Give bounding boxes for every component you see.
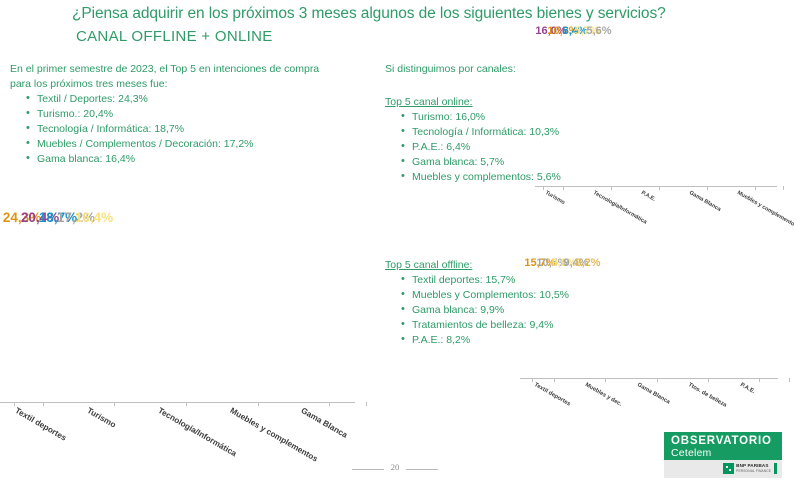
- axis-tick: [707, 186, 708, 190]
- axis-tick: [755, 186, 756, 190]
- left-summary-paragraph: En el primer semestre de 2023, el Top 5 …: [10, 63, 320, 90]
- axis-category-label: Gama Blanca: [635, 382, 671, 406]
- bar-value-label: 16,0%: [535, 25, 567, 37]
- page-subtitle: CANAL OFFLINE + ONLINE: [76, 28, 273, 45]
- bnp-star-icon: [723, 463, 735, 474]
- list-item: P.A.E.: 6,4%: [401, 139, 585, 155]
- online-top5-heading: Top 5 canal online:: [385, 96, 473, 108]
- list-item: Gama blanca: 9,9%: [401, 302, 585, 318]
- online-top5-list: Turismo: 16,0% Tecnología / Informática:…: [385, 109, 585, 185]
- bar-value-label: 18,7%: [38, 210, 78, 225]
- list-item: Textil deportes: 15,7%: [401, 272, 585, 288]
- list-item: P.A.E.: 8,2%: [401, 332, 585, 348]
- bar-value-label: 24,3%: [2, 210, 42, 225]
- axis-tick: [42, 402, 44, 406]
- page-title: ¿Piensa adquirir en los próximos 3 meses…: [72, 5, 666, 22]
- axis-category-label: Turismo: [544, 190, 566, 207]
- axis-category-label: P.A.E.: [738, 382, 756, 396]
- axis-end-tick: [543, 186, 544, 190]
- list-item: Tratamientos de belleza: 9,4%: [401, 317, 585, 333]
- axis-end-tick: [14, 402, 15, 406]
- axis-tick: [611, 186, 612, 190]
- page-number: 20: [390, 462, 400, 472]
- page-rule-right: [406, 469, 438, 470]
- bar-value-label: 17,2%: [56, 210, 96, 225]
- axis-tick: [186, 402, 187, 406]
- bnp-wordmark: BNP PARIBAS PERSONAL FINANCE: [736, 463, 771, 474]
- axis-tick: [759, 378, 761, 382]
- logo-brand: Cetelem: [671, 447, 712, 459]
- channels-intro-block: Si distinguimos por canales:: [385, 62, 580, 77]
- offline-top5-block: Top 5 canal offline: Textil deportes: 15…: [385, 258, 585, 348]
- axis-category-label: Ttos. de belleza: [687, 382, 728, 409]
- axis-end-tick: [783, 186, 784, 190]
- left-summary-block: En el primer semestre de 2023, el Top 5 …: [10, 62, 340, 167]
- observatorio-cetelem-logo: OBSERVATORIO Cetelem BNP PARIBAS PERSONA…: [664, 432, 782, 478]
- axis-end-tick: [532, 378, 533, 382]
- list-item: Turismo: 16,0%: [401, 109, 585, 125]
- axis-tick: [114, 402, 116, 406]
- list-item: Turismo.: 20,4%: [26, 106, 340, 122]
- logo-green-band: OBSERVATORIO Cetelem: [664, 432, 782, 460]
- bnp-bar-icon: [774, 463, 777, 474]
- axis-end-tick: [789, 378, 790, 382]
- axis-tick: [656, 378, 658, 382]
- offline-top5-heading: Top 5 canal offline:: [385, 259, 473, 271]
- axis-tick: [329, 402, 331, 406]
- bar-value-label: 9,9%: [551, 257, 577, 269]
- chart-offline-online: 24,3% 20,4% 18,7% 17,2% 16,4% Textil deporte…: [0, 190, 375, 464]
- list-item: Muebles y complementos: 5,6%: [401, 169, 585, 185]
- bar-group: 24,3% 20,4% 18,7% 17,2% 16,4%: [3, 210, 362, 440]
- axis-line: [0, 402, 355, 403]
- bar-value-label: 5,7%: [574, 25, 600, 37]
- channels-intro-paragraph: Si distinguimos por canales:: [385, 63, 516, 75]
- chart-online-top5: 16,0% 10,3% 6,4% 5,7% 5,6% Turismo Tecnología…: [535, 25, 794, 229]
- list-item: Tecnología / Informática: 18,7%: [26, 121, 340, 137]
- bar-value-label: 15,7%: [524, 257, 556, 269]
- axis-line: [520, 378, 778, 379]
- list-item: Gama blanca: 5,7%: [401, 154, 585, 170]
- bar-value-label: 6,4%: [562, 25, 588, 37]
- axis-line: [535, 186, 777, 187]
- axis-category-label: Gama Blanca: [688, 190, 722, 213]
- bnp-paribas-logo: BNP PARIBAS PERSONAL FINANCE: [723, 463, 777, 474]
- bar-value-label: 5,6%: [586, 25, 612, 37]
- list-item: Muebles / Complementos / Decoración: 17,…: [26, 136, 340, 152]
- online-top5-block: Top 5 canal online: Turismo: 16,0% Tecno…: [385, 95, 585, 185]
- left-summary-list: Textil / Deportes: 24,3% Turismo.: 20,4%…: [10, 91, 340, 167]
- bnp-tagline: PERSONAL FINANCE: [736, 468, 771, 473]
- list-item: Tecnología / Informática: 10,3%: [401, 124, 585, 140]
- axis-category-label: Muebles y dec.: [584, 382, 624, 408]
- bar-value-label: 10,3%: [547, 25, 579, 37]
- axis-tick: [659, 186, 660, 190]
- bar-value-label: 9,4%: [563, 257, 589, 269]
- axis-category-label: P.A.E.: [640, 190, 657, 203]
- axis-end-tick: [366, 402, 367, 406]
- list-item: Gama blanca: 16,4%: [26, 151, 340, 167]
- axis-tick: [707, 378, 709, 382]
- bar-value-label: 16,4%: [74, 210, 114, 225]
- axis-tick: [257, 402, 259, 406]
- axis-category-label: Textil deportes: [533, 382, 572, 408]
- axis-tick: [563, 186, 564, 190]
- axis-category-label: Muebles y complementos: [736, 190, 794, 230]
- offline-top5-list: Textil deportes: 15,7% Muebles y Complem…: [385, 272, 585, 348]
- bnp-name: BNP PARIBAS: [736, 463, 769, 468]
- bar-group: 16,0% 10,3% 6,4% 5,7% 5,6%: [535, 25, 779, 188]
- list-item: Textil / Deportes: 24,3%: [26, 91, 340, 107]
- logo-title: OBSERVATORIO: [671, 435, 772, 447]
- bar-group: 15,7% 10,5% 9,9% 9,4% 8,2%: [524, 257, 785, 380]
- axis-tick: [553, 378, 555, 382]
- chart-offline-top5: 15,7% 10,5% 9,9% 9,4% 8,2% Textil deportes Mu…: [520, 257, 790, 409]
- page-rule-left: [352, 469, 384, 470]
- bar-value-label: 10,5%: [536, 257, 568, 269]
- bar-value-label: 8,2%: [575, 257, 601, 269]
- axis-tick: [605, 378, 607, 382]
- bar-value-label: 20,4%: [20, 210, 60, 225]
- list-item: Muebles y Complementos: 10,5%: [401, 287, 585, 303]
